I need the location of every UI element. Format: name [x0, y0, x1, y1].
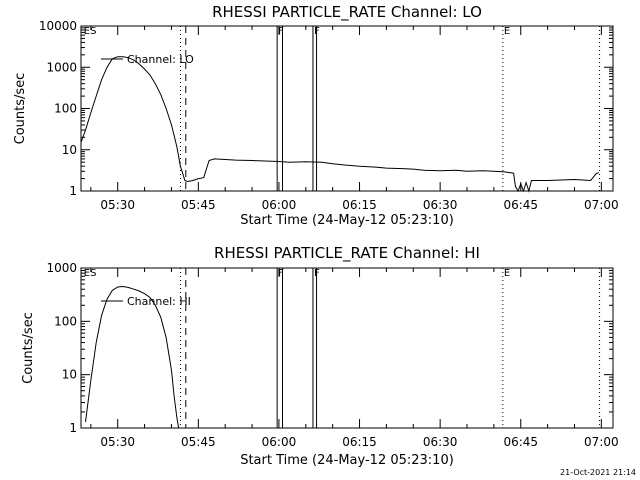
y-tick-label: 10: [62, 368, 77, 382]
x-axis-label: Start Time (24-May-12 05:23:10): [240, 213, 454, 228]
flag-label: ES: [84, 268, 97, 279]
chart-panel-2: RHESSI PARTICLE_RATE Channel: HI 05:30 05:…: [21, 244, 619, 468]
y-tick-label: 100: [54, 314, 77, 328]
legend-label: Channel: HI: [127, 295, 191, 308]
flag-label: F: [278, 268, 284, 279]
x-tick-label: 06:15: [342, 435, 377, 449]
legend-label: Channel: LO: [127, 53, 194, 66]
x-tick-label: 06:30: [423, 198, 458, 212]
x-tick-label: 05:45: [181, 198, 216, 212]
x-tick-label: 06:15: [342, 198, 377, 212]
x-tick-label: 05:45: [181, 435, 216, 449]
plot-frame: [80, 25, 614, 192]
x-tick-label: 07:00: [584, 198, 619, 212]
y-axis-label: Counts/sec: [13, 73, 28, 145]
chart-panel-1: RHESSI PARTICLE_RATE Channel: LO 05:30 05:…: [13, 3, 619, 228]
x-tick-label: 06:30: [423, 435, 458, 449]
chart-title: RHESSI PARTICLE_RATE Channel: LO: [212, 3, 482, 22]
flag-label: ES: [84, 26, 97, 37]
x-tick-label: 05:30: [100, 435, 135, 449]
y-tick-label: 1000: [46, 60, 77, 74]
flag-label: E: [504, 26, 510, 37]
flag-label: E: [504, 268, 510, 279]
x-axis-label: Start Time (24-May-12 05:23:10): [240, 453, 454, 468]
y-tick-label: 1000: [46, 261, 77, 275]
y-tick-label: 1: [69, 184, 77, 198]
plot-frame: [80, 267, 614, 429]
y-tick-label: 1: [69, 421, 77, 435]
x-tick-label: 06:45: [503, 435, 538, 449]
series-line: [85, 285, 180, 429]
x-tick-label: 05:30: [100, 198, 135, 212]
y-tick-label: 100: [54, 102, 77, 116]
x-tick-label: 07:00: [584, 435, 619, 449]
y-tick-label: 10: [62, 143, 77, 157]
y-tick-label: 10000: [39, 19, 77, 33]
x-tick-label: 06:00: [262, 198, 297, 212]
x-tick-label: 06:45: [503, 198, 538, 212]
series-line: [80, 56, 599, 193]
chart-title: RHESSI PARTICLE_RATE Channel: HI: [214, 244, 480, 263]
x-tick-label: 06:00: [262, 435, 297, 449]
y-axis-label: Counts/sec: [21, 312, 36, 384]
flag-label: F: [278, 26, 284, 37]
